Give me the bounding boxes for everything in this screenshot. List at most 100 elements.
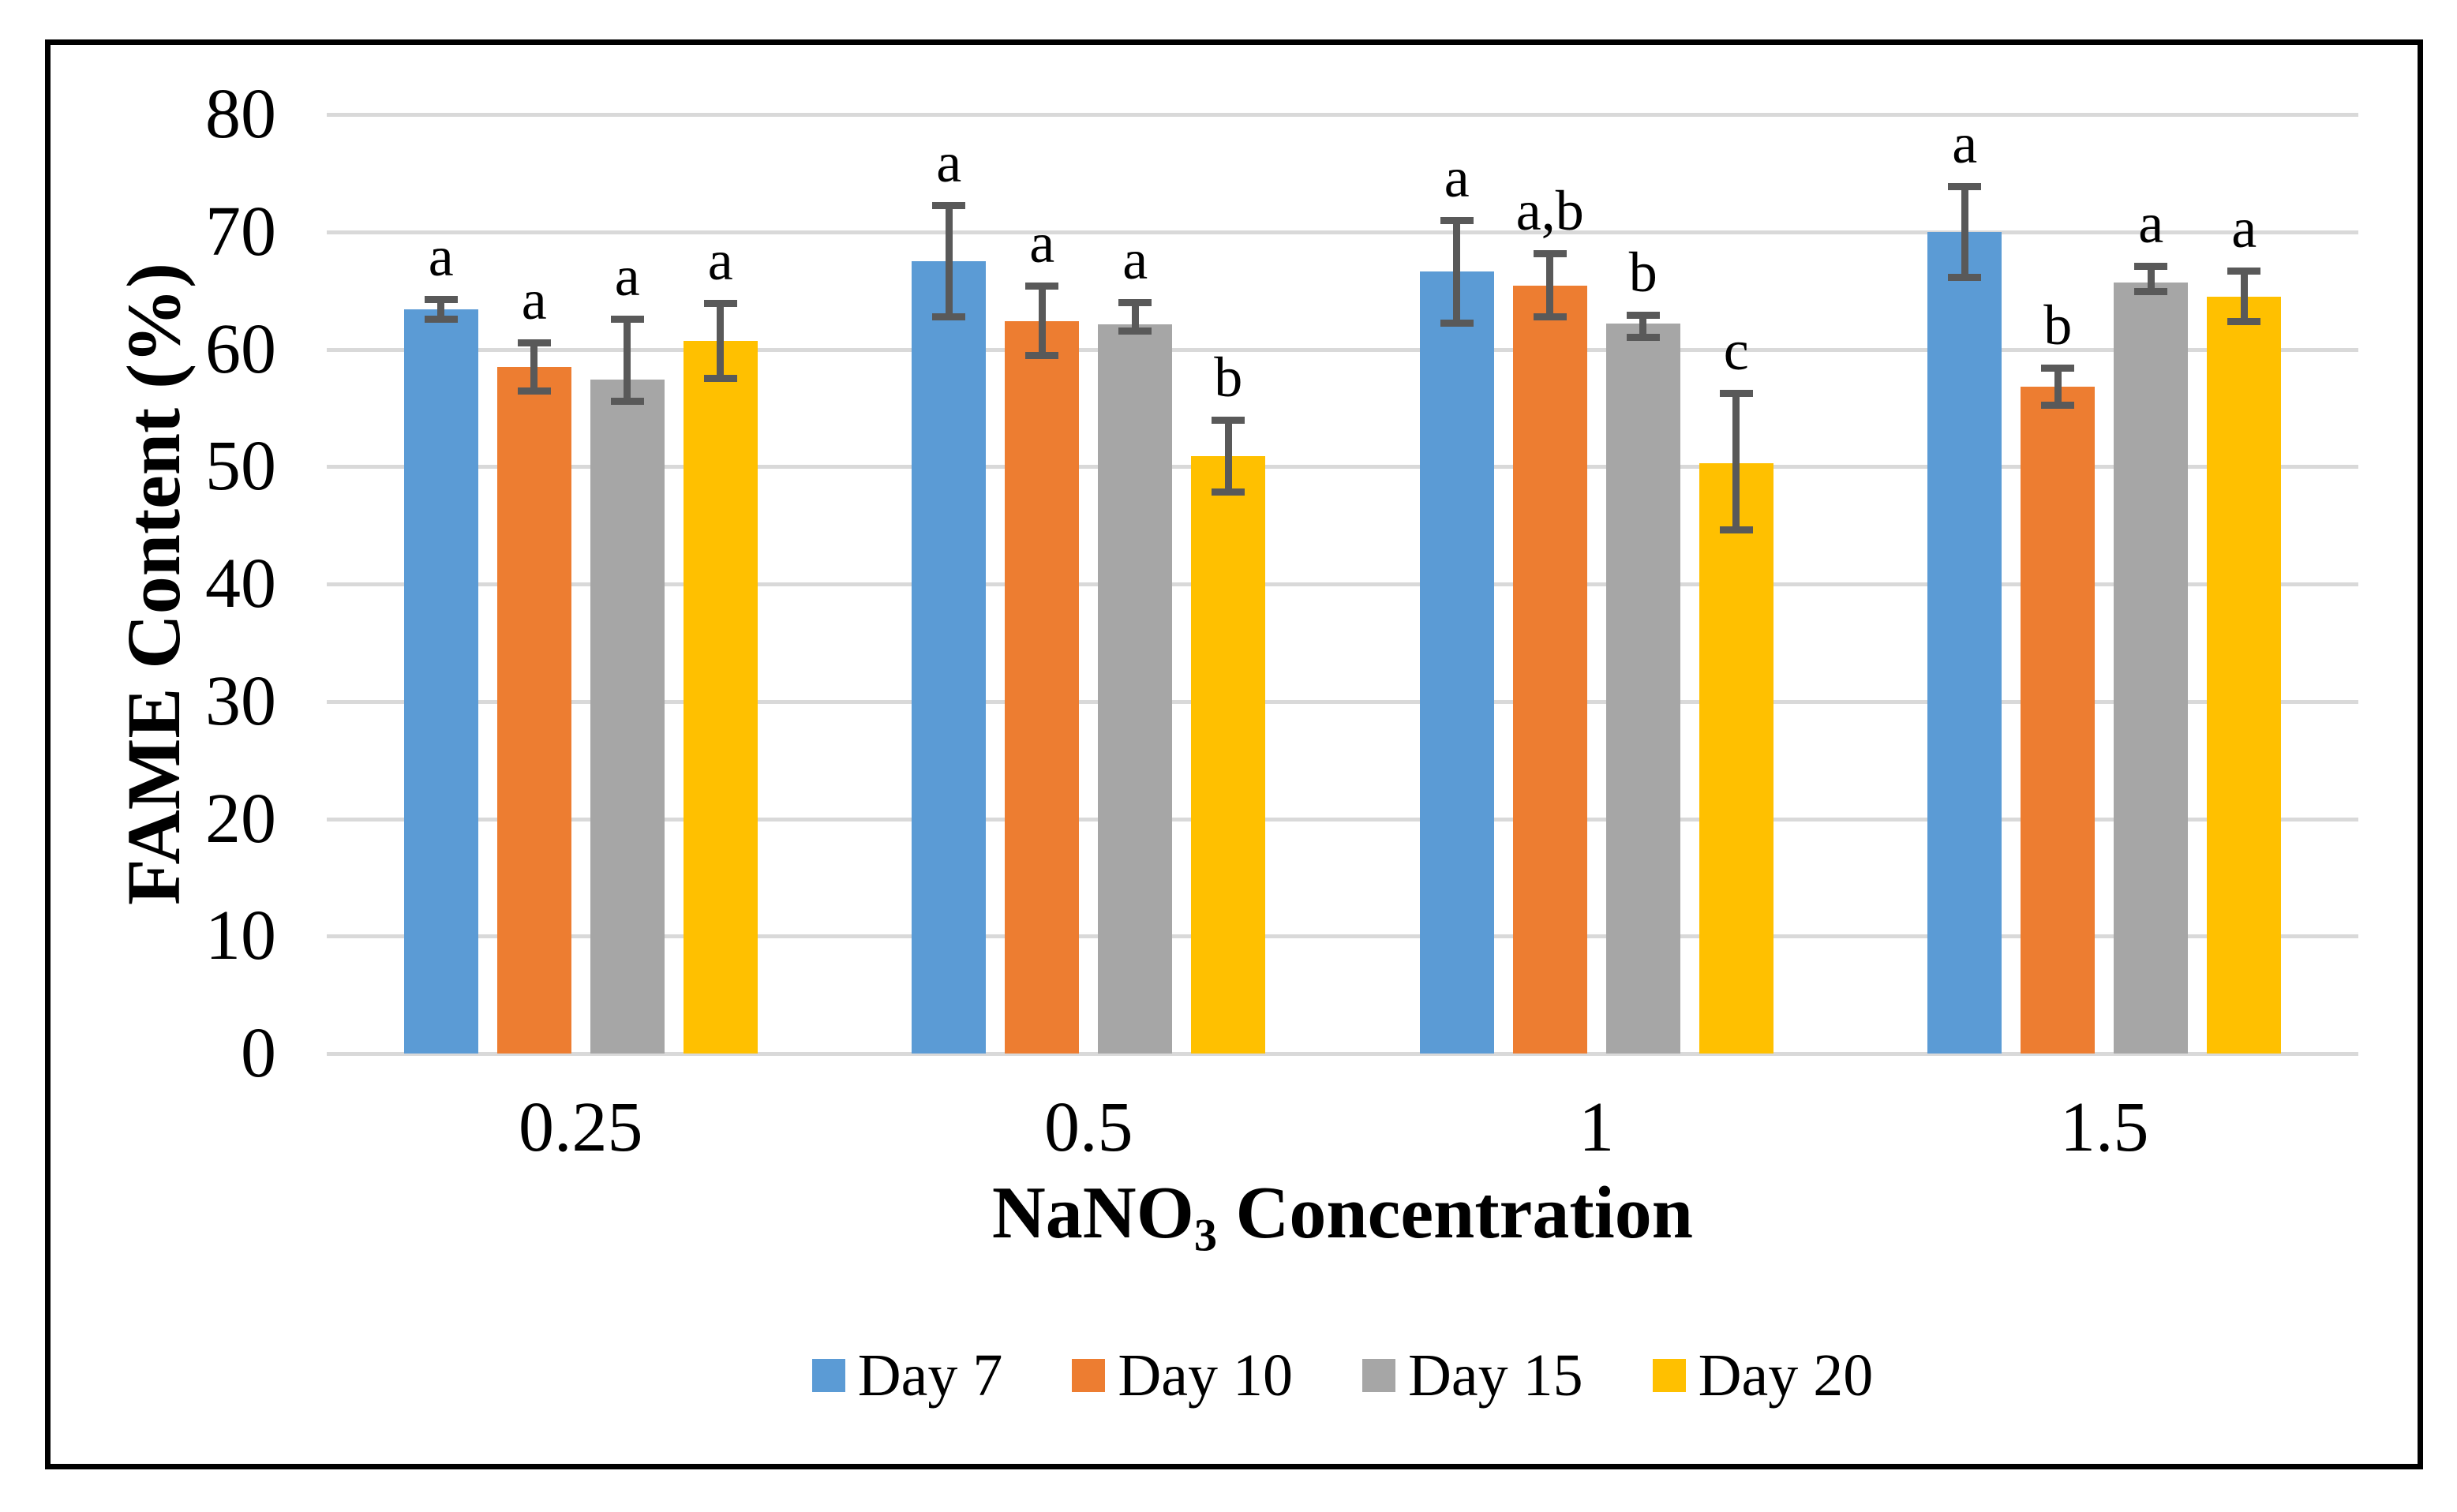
bar-day-20-0-5 xyxy=(1191,455,1266,1054)
legend-swatch-day-7 xyxy=(811,1359,845,1392)
error-bar-day-10-0-5-bottom-cap xyxy=(1025,352,1059,360)
bar-day-20-0-25 xyxy=(683,341,758,1054)
x-axis-title-suffix: Concentration xyxy=(1216,1172,1694,1254)
sig-letter-day-7-1: a xyxy=(1444,145,1470,209)
x-axis-title-prefix: NaNO xyxy=(991,1172,1194,1254)
error-bar-day-7-0-25 xyxy=(437,298,445,320)
gridline-30 xyxy=(327,699,2358,704)
legend-swatch-day-20 xyxy=(1652,1359,1686,1392)
bar-day-7-0-25 xyxy=(403,309,478,1054)
y-tick-label-80: 80 xyxy=(205,75,276,153)
error-bar-day-20-1-5-bottom-cap xyxy=(2227,318,2261,326)
y-tick-label-70: 70 xyxy=(205,192,276,271)
error-bar-day-15-0-5-bottom-cap xyxy=(1118,327,1152,335)
bar-day-7-0-5 xyxy=(912,260,987,1054)
x-tick-label-0-25: 0.25 xyxy=(519,1088,643,1166)
error-bar-day-20-1 xyxy=(1732,392,1740,530)
legend-label-day-15: Day 15 xyxy=(1408,1342,1583,1409)
sig-letter-day-7-0-5: a xyxy=(936,130,962,194)
sig-letter-day-20-1-5: a xyxy=(2231,196,2257,260)
legend-item-day-10: Day 10 xyxy=(1072,1344,1293,1407)
error-bar-day-7-0-5 xyxy=(945,204,953,318)
bar-day-20-1-5 xyxy=(2207,296,2282,1054)
error-bar-day-15-1-5 xyxy=(2147,265,2155,292)
legend: Day 7 Day 10 Day 15 Day 20 xyxy=(327,1342,2358,1409)
y-tick-label-20: 20 xyxy=(205,779,276,858)
error-bar-day-15-0-25 xyxy=(624,318,631,402)
error-bar-day-15-0-25-top-cap xyxy=(610,315,644,323)
error-bar-day-7-0-5-top-cap xyxy=(932,201,966,209)
sig-letter-day-20-0-5: b xyxy=(1214,345,1243,409)
y-tick-label-40: 40 xyxy=(205,545,276,623)
legend-swatch-day-10 xyxy=(1072,1359,1106,1392)
x-tick-label-1-5: 1.5 xyxy=(2060,1088,2149,1166)
error-bar-day-7-1-bottom-cap xyxy=(1440,319,1474,327)
sig-letter-day-15-1-5: a xyxy=(2138,191,2164,255)
bar-day-15-1-5 xyxy=(2114,282,2189,1054)
gridline-60 xyxy=(327,347,2358,352)
bar-day-10-1 xyxy=(1512,286,1587,1054)
x-tick-label-1: 1 xyxy=(1579,1088,1615,1166)
error-bar-day-7-1-5 xyxy=(1961,185,1968,278)
x-tick-label-0-5: 0.5 xyxy=(1044,1088,1133,1166)
gridline-80 xyxy=(327,113,2358,117)
error-bar-day-7-1-5-top-cap xyxy=(1948,182,1982,190)
sig-letter-day-10-1-5: b xyxy=(2043,294,2073,357)
error-bar-day-20-0-5 xyxy=(1224,419,1232,492)
error-bar-day-20-1-5 xyxy=(2240,270,2248,323)
gridline-10 xyxy=(327,934,2358,939)
error-bar-day-20-1-bottom-cap xyxy=(1719,526,1753,533)
gridline-70 xyxy=(327,230,2358,234)
error-bar-day-15-1-5-bottom-cap xyxy=(2134,287,2168,295)
error-bar-day-10-0-25-top-cap xyxy=(517,339,551,346)
error-bar-day-10-0-25 xyxy=(530,342,538,392)
error-bar-day-15-0-25-bottom-cap xyxy=(610,398,644,406)
error-bar-day-10-1-5 xyxy=(2054,368,2062,406)
bar-day-15-1 xyxy=(1605,323,1680,1054)
y-tick-label-30: 30 xyxy=(205,661,276,740)
bar-day-10-0-25 xyxy=(496,366,571,1054)
error-bar-day-7-0-25-bottom-cap xyxy=(424,316,458,324)
legend-label-day-10: Day 10 xyxy=(1118,1342,1293,1409)
error-bar-day-15-1-top-cap xyxy=(1626,312,1660,320)
error-bar-day-10-0-25-bottom-cap xyxy=(517,387,551,395)
sig-letter-day-15-0-5: a xyxy=(1122,228,1148,291)
error-bar-day-7-1-top-cap xyxy=(1440,216,1474,224)
error-bar-day-15-0-5 xyxy=(1131,302,1139,332)
error-bar-day-10-0-5-top-cap xyxy=(1025,283,1059,290)
bar-day-7-1-5 xyxy=(1927,231,2002,1054)
error-bar-day-10-1 xyxy=(1546,253,1554,318)
gridline-50 xyxy=(327,465,2358,470)
error-bar-day-15-1 xyxy=(1639,315,1647,338)
sig-letter-day-7-1-5: a xyxy=(1952,111,1978,175)
sig-letter-day-10-1: a,b xyxy=(1515,178,1584,242)
legend-item-day-7: Day 7 xyxy=(811,1342,1003,1409)
sig-letter-day-7-0-25: a xyxy=(428,224,454,288)
bar-day-10-1-5 xyxy=(2021,387,2096,1054)
error-bar-day-10-1-5-top-cap xyxy=(2041,365,2075,372)
error-bar-day-7-1 xyxy=(1453,219,1461,324)
gridline-20 xyxy=(327,817,2358,821)
error-bar-day-20-0-25-bottom-cap xyxy=(703,374,737,382)
error-bar-day-15-1-5-top-cap xyxy=(2134,262,2168,270)
y-tick-label-10: 10 xyxy=(205,896,276,975)
sig-letter-day-15-0-25: a xyxy=(614,244,640,308)
error-bar-day-20-0-25-top-cap xyxy=(703,300,737,308)
legend-item-day-15: Day 15 xyxy=(1362,1344,1583,1407)
error-bar-day-10-1-top-cap xyxy=(1533,249,1567,257)
bar-day-10-0-5 xyxy=(1005,320,1080,1054)
error-bar-day-20-1-5-top-cap xyxy=(2227,267,2261,275)
legend-label-day-7: Day 7 xyxy=(857,1342,1003,1409)
y-tick-label-50: 50 xyxy=(205,427,276,506)
error-bar-day-10-1-bottom-cap xyxy=(1533,313,1567,321)
sig-letter-day-10-0-5: a xyxy=(1029,211,1055,275)
sig-letter-day-10-0-25: a xyxy=(521,268,547,331)
error-bar-day-20-0-5-top-cap xyxy=(1212,416,1245,424)
x-axis-title-subscript: 3 xyxy=(1193,1209,1217,1261)
sig-letter-day-20-1: c xyxy=(1723,318,1749,382)
gridline-0 xyxy=(327,1052,2358,1056)
y-tick-label-0: 0 xyxy=(241,1014,276,1092)
y-tick-label-60: 60 xyxy=(205,309,276,388)
error-bar-day-15-0-5-top-cap xyxy=(1118,299,1152,306)
